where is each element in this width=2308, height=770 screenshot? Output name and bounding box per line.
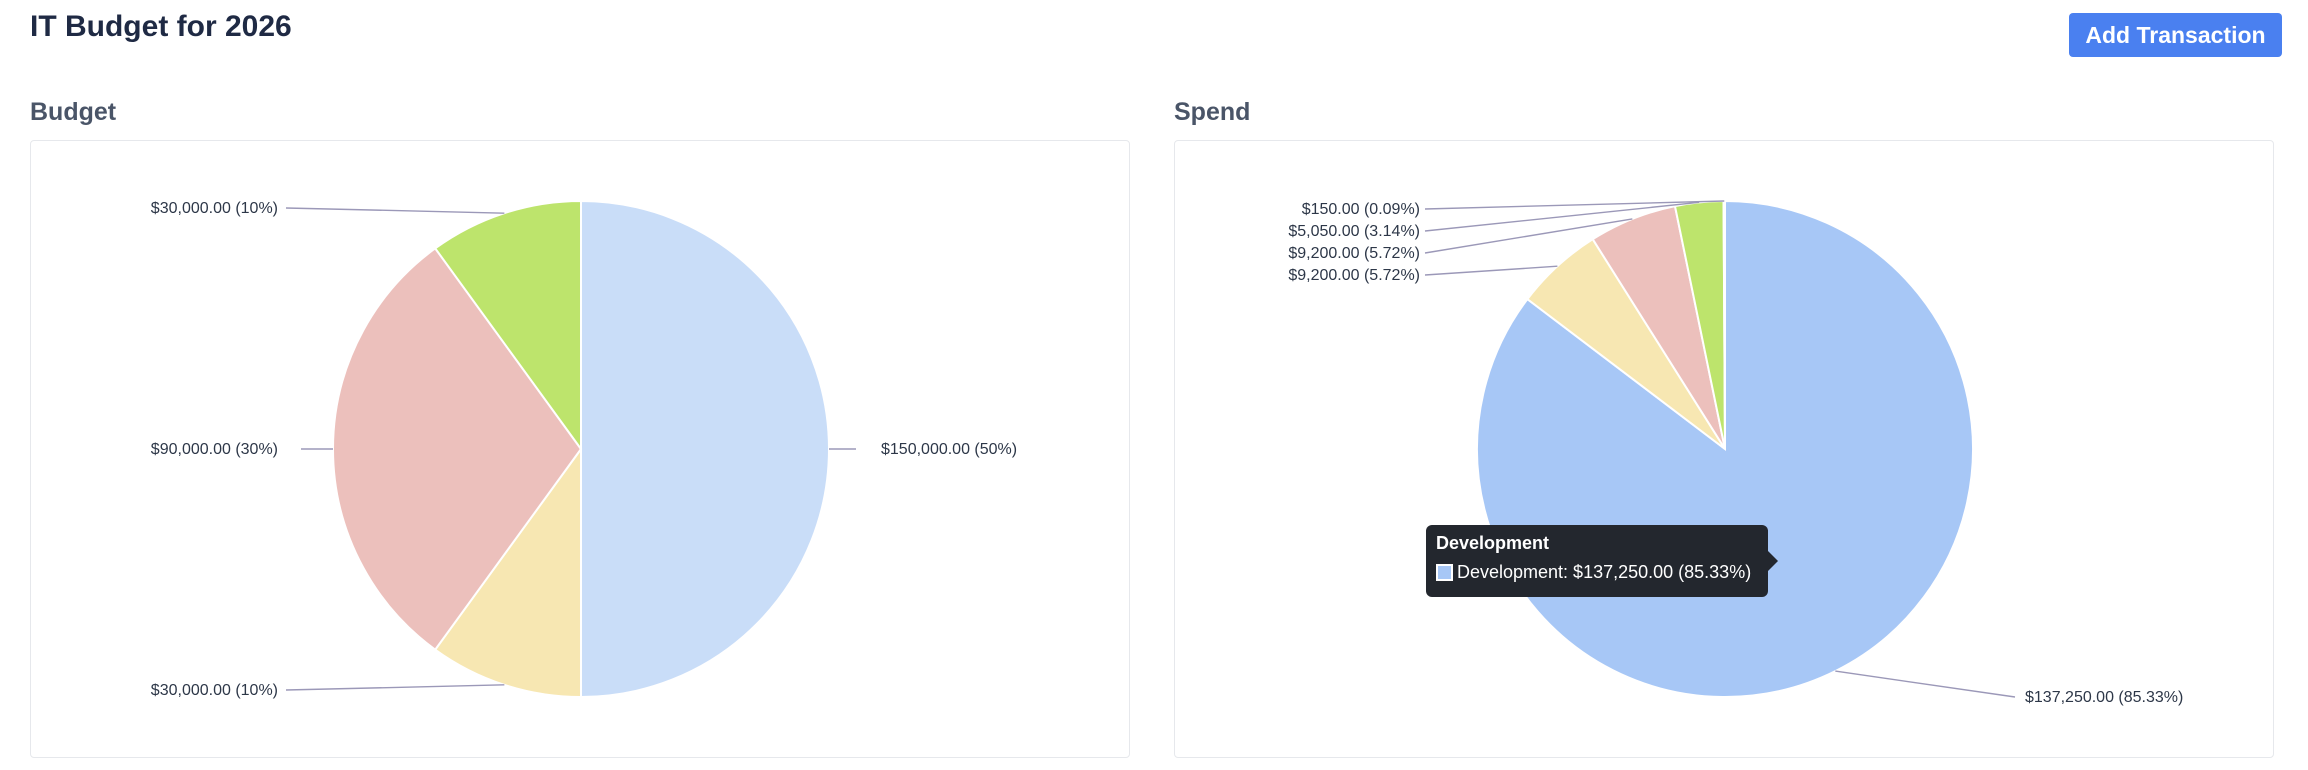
spend-label-3: $5,050.00 (3.14%) [1288, 223, 1420, 240]
tooltip-text: Development: $137,250.00 (85.33%) [1457, 562, 1752, 582]
spend-pie-chart: $137,250.00 (85.33%) $9,200.00 (5.72%) $9,… [1288, 199, 2183, 706]
add-transaction-button[interactable]: Add Transaction [2069, 13, 2282, 57]
tooltip-title: Development [1436, 533, 1550, 553]
budget-label-1: $30,000.00 (10%) [151, 682, 278, 699]
spend-label-1: $9,200.00 (5.72%) [1288, 267, 1420, 284]
spend-leader-0 [1835, 670, 2016, 698]
budget-section-title: Budget [30, 98, 117, 126]
budget-slice-0[interactable] [580, 199, 830, 699]
spend-section-title: Spend [1174, 98, 1251, 126]
budget-leader-3 [285, 207, 505, 214]
spend-leader-3 [1424, 201, 1700, 232]
budget-pie-chart: $150,000.00 (50%) $30,000.00 (10%) $90,000… [151, 199, 1017, 699]
spend-leader-1 [1424, 265, 1558, 276]
spend-label-2: $9,200.00 (5.72%) [1288, 245, 1420, 262]
spend-leader-4 [1424, 200, 1725, 210]
budget-label-0: $150,000.00 (50%) [881, 441, 1017, 458]
spend-label-4: $150.00 (0.09%) [1302, 201, 1420, 218]
budget-label-3: $30,000.00 (10%) [151, 200, 278, 217]
budget-chart-card: $150,000.00 (50%) $30,000.00 (10%) $90,000… [30, 140, 1130, 758]
spend-chart-card: $137,250.00 (85.33%) $9,200.00 (5.72%) $9,… [1174, 140, 2274, 758]
budget-leader-1 [285, 684, 505, 691]
tooltip-color-swatch [1436, 564, 1453, 581]
spend-label-0: $137,250.00 (85.33%) [2025, 689, 2183, 706]
budget-label-2: $90,000.00 (30%) [151, 441, 278, 458]
budget-slice-2[interactable] [332, 246, 583, 652]
page-title: IT Budget for 2026 [30, 10, 292, 43]
chart-tooltip: Development Development: $137,250.00 (85… [1426, 525, 1778, 597]
spend-leader-2 [1424, 218, 1633, 254]
